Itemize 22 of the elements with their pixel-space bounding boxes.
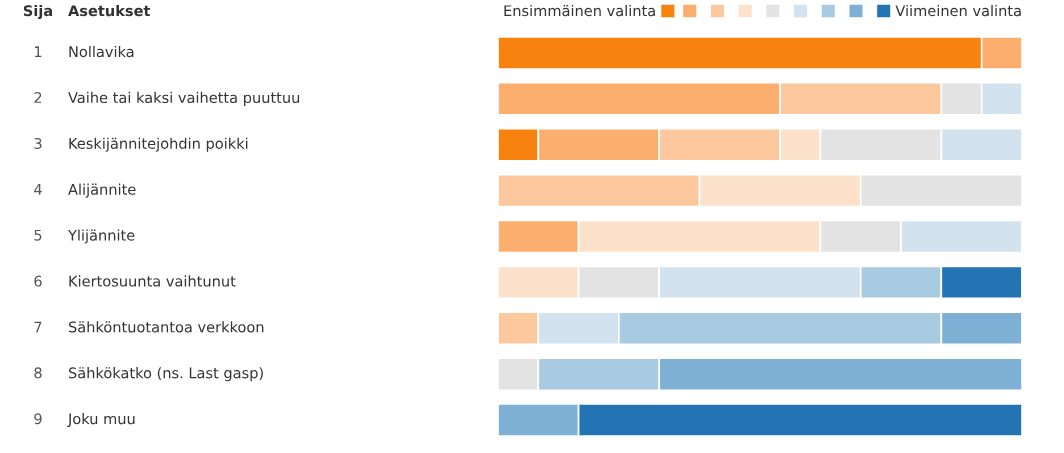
- y-axis-title: Asetukset: [68, 4, 151, 17]
- text: 8: [34, 367, 42, 379]
- text: 1: [34, 46, 42, 57]
- text: 2: [34, 92, 42, 103]
- y-tick-label: Kiertosuunta vaihtunut: [69, 275, 236, 287]
- y-tick-label: Ylijännite: [67, 229, 135, 244]
- y-tick-label: Keskijännitejohdin poikki: [69, 137, 248, 152]
- series-label: Ensimmäinen valinta: [504, 4, 655, 17]
- text: 5: [34, 229, 42, 241]
- y-tick-label: Sähkökatko (ns. Last gasp): [68, 367, 263, 382]
- y-tick-label: Joku muu: [67, 413, 135, 427]
- y-tick-label: Alijännite: [68, 183, 136, 198]
- text: Sija: [23, 4, 53, 20]
- y-tick-label: Vaihe tai kaksi vaihetta puuttuu: [68, 91, 300, 106]
- y-tick-label: Sähköntuotantoa verkkoon: [68, 321, 264, 333]
- text: 7: [34, 321, 42, 333]
- text: 3: [34, 137, 42, 149]
- text: 4: [34, 184, 42, 195]
- text: 9: [34, 413, 42, 425]
- legend-label: Viimeinen valinta: [895, 4, 1021, 17]
- y-tick-label: Nollavika: [69, 45, 134, 58]
- text: 6: [34, 275, 42, 287]
